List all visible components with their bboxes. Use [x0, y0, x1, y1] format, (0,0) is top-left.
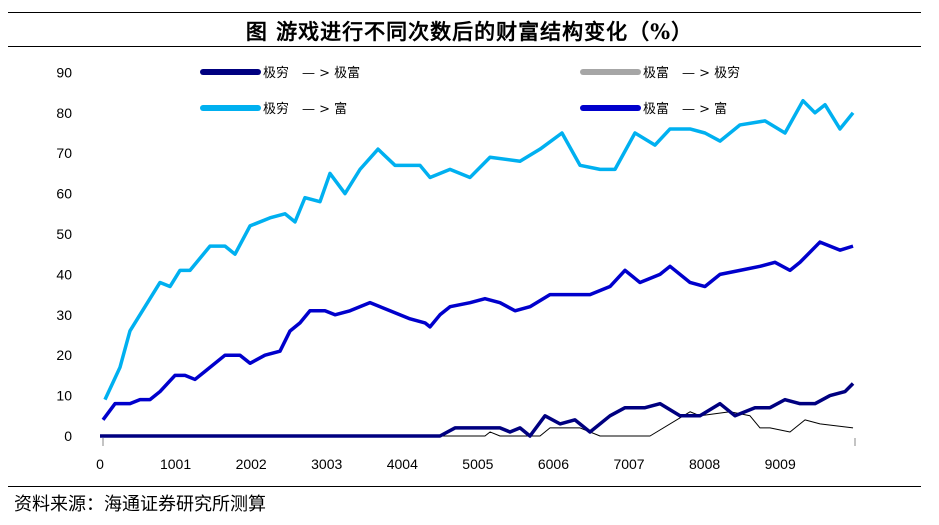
- y-tick-label: 50: [56, 226, 72, 242]
- chart-title: 图 游戏进行不同次数后的财富结构变化（%）: [245, 19, 694, 44]
- series-line-1: [100, 411, 854, 437]
- y-tick-label: 90: [56, 64, 72, 80]
- legend-label: 极穷 — > 极富: [263, 65, 360, 81]
- x-tick-label: 4004: [387, 456, 418, 472]
- series-line-0: [100, 382, 855, 438]
- y-tick-label: 30: [56, 307, 72, 323]
- series-line-2: [103, 98, 855, 401]
- x-tick-label: 2002: [236, 456, 267, 472]
- y-tick-label: 20: [56, 347, 72, 363]
- y-tick-label: 80: [56, 105, 72, 121]
- source-rule: [8, 486, 921, 487]
- x-tick-label: 6006: [538, 456, 569, 472]
- x-tick-label: 5005: [462, 456, 493, 472]
- title-top-rule: [8, 12, 921, 13]
- x-tick-label: 9009: [765, 456, 796, 472]
- x-tick-label: 8008: [689, 456, 720, 472]
- legend-label: 极穷 — > 富: [263, 101, 347, 117]
- legend-label: 极富 — > 极穷: [643, 65, 740, 81]
- y-tick-label: 40: [56, 266, 72, 282]
- series-line-3: [101, 240, 854, 421]
- y-tick-label: 0: [64, 428, 72, 444]
- x-tick-label: 3003: [311, 456, 342, 472]
- y-tick-label: 10: [56, 388, 72, 404]
- y-tick-label: 60: [56, 186, 72, 202]
- x-tick-label: 7007: [613, 456, 644, 472]
- legend-label: 极富 — > 富: [643, 101, 727, 117]
- title-bottom-rule: [8, 46, 921, 47]
- y-tick-label: 70: [56, 145, 72, 161]
- source-note: 资料来源：海通证券研究所测算: [14, 494, 266, 515]
- x-tick-label: 0: [96, 456, 104, 472]
- x-tick-label: 1001: [160, 456, 191, 472]
